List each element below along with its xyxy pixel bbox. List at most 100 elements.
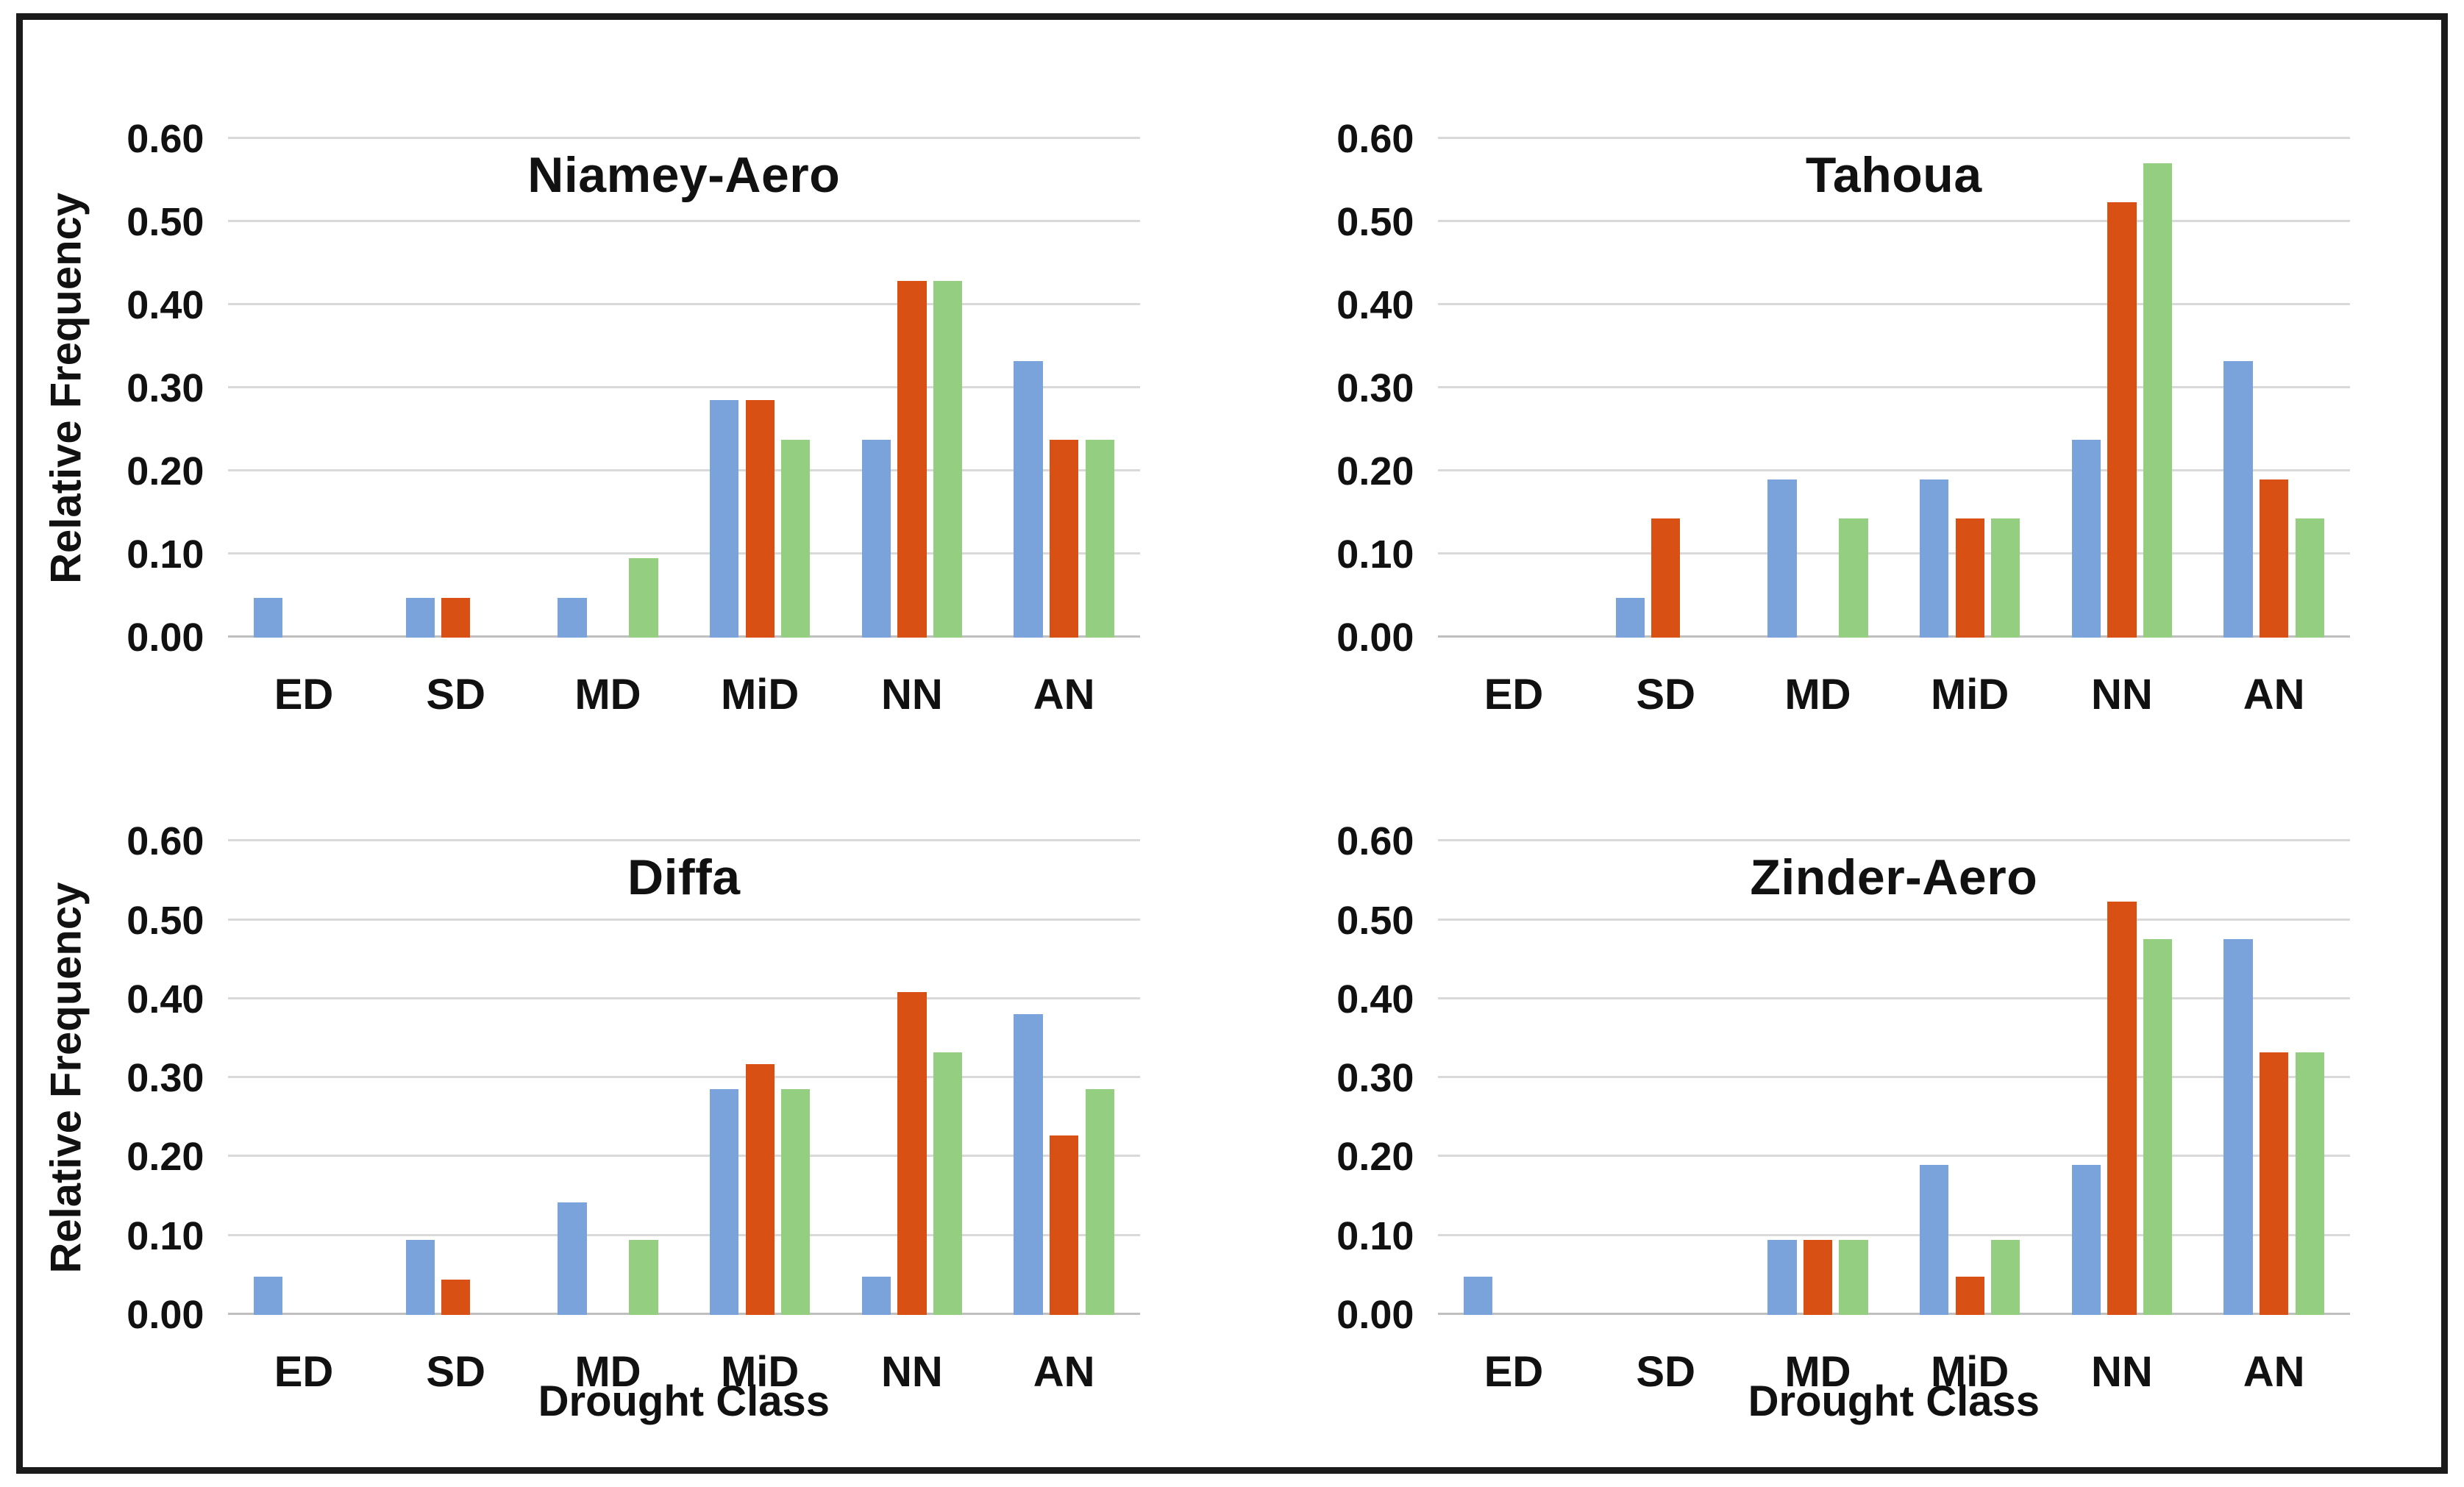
y-tick-label: 0.30	[127, 365, 204, 410]
gridline	[1437, 918, 2350, 921]
gridline	[1437, 1076, 2350, 1079]
y-tick-label: 0.00	[1336, 1292, 1414, 1337]
gridline	[1437, 996, 2350, 999]
bar-blue-an	[2223, 360, 2253, 638]
chart-title: Zinder-Aero	[1750, 849, 2038, 906]
bar-blue-mid	[709, 399, 739, 638]
gridline	[1437, 302, 2350, 305]
gridline	[1437, 1233, 2350, 1236]
bar-group-nn	[2046, 841, 2198, 1315]
y-tick-label: 0.60	[1336, 819, 1414, 864]
gridline	[227, 996, 1140, 999]
bar-orange-nn	[897, 992, 927, 1315]
bar-green-mid	[781, 1089, 811, 1315]
chart-panel-zinder-aero: Zinder-Aero 0.60 0.50 0.40 0.30 0.20 0.10 0.00…	[1232, 744, 2442, 1465]
bar-group-nn	[2046, 139, 2198, 638]
bar-green-mid	[1991, 518, 2020, 638]
bar-orange-mid	[745, 1063, 775, 1315]
gridline	[1437, 136, 2350, 139]
x-tick-label: MD	[574, 1347, 641, 1396]
bar-blue-an	[1014, 360, 1043, 638]
y-tick-label: 0.10	[1336, 532, 1414, 577]
bar-green-nn	[2143, 939, 2173, 1315]
bar-blue-nn	[861, 439, 891, 638]
bar-orange-mid	[745, 399, 775, 638]
bar-blue-md	[558, 1202, 587, 1315]
bar-blue-mid	[1919, 479, 1949, 638]
y-tick-label: 0.60	[127, 819, 204, 864]
gridline	[227, 468, 1140, 471]
bar-orange-an	[1049, 1135, 1079, 1315]
bar-orange-sd	[1651, 518, 1681, 638]
y-tick-label: 0.50	[127, 898, 204, 943]
bar-group-nn	[836, 139, 989, 638]
bar-blue-nn	[2071, 439, 2101, 638]
bar-blue-md	[1767, 1240, 1797, 1315]
x-tick-label: SD	[426, 670, 485, 718]
bars-layer	[1438, 139, 2350, 638]
y-tick-label: 0.20	[1336, 1135, 1414, 1180]
bar-blue-mid	[1919, 1165, 1949, 1315]
chart-title: Diffa	[627, 849, 741, 906]
x-tick-label: SD	[1636, 1347, 1695, 1396]
bar-orange-mid	[1955, 1277, 1984, 1315]
bar-group-an	[988, 841, 1140, 1315]
bar-blue-ed	[1463, 1277, 1493, 1315]
bar-green-md	[629, 558, 658, 638]
gridline	[1437, 1312, 2350, 1315]
bar-blue-mid	[709, 1089, 739, 1315]
bar-group-md	[1742, 841, 1894, 1315]
x-tick-label: MiD	[1930, 670, 2009, 718]
bars-layer	[228, 139, 1140, 638]
y-tick-label: 0.20	[1336, 449, 1414, 493]
bar-group-mid	[684, 841, 836, 1315]
chart-panel-tahoua: Tahoua 0.60 0.50 0.40 0.30 0.20 0.10 0.00 ED SD M…	[1232, 22, 2442, 744]
gridline	[1437, 385, 2350, 388]
bar-orange-nn	[2107, 202, 2137, 638]
bar-group-sd	[1589, 139, 1742, 638]
bar-green-nn	[2143, 163, 2173, 638]
bar-group-mid	[1894, 841, 2046, 1315]
x-tick-label: SD	[426, 1347, 485, 1396]
y-tick-label: 0.40	[1336, 282, 1414, 327]
bar-orange-sd	[441, 1279, 471, 1315]
gridline	[227, 839, 1140, 842]
chart-panel-diffa: Relative Frequency Diffa 0.60 0.50 0.40 0.3…	[22, 744, 1232, 1465]
gridline	[227, 635, 1140, 638]
bar-group-ed	[1438, 841, 1590, 1315]
bar-group-an	[988, 139, 1140, 638]
bar-green-md	[1839, 1240, 1868, 1315]
chart-panel-niamey-aero: Relative Frequency Niamey-Aero 0.60 0.50 0…	[22, 22, 1232, 744]
bar-green-mid	[781, 439, 811, 638]
bar-group-an	[2198, 841, 2350, 1315]
bar-blue-an	[2223, 939, 2253, 1315]
chart-title: Niamey-Aero	[527, 147, 841, 204]
gridline	[1437, 219, 2350, 222]
gridline	[227, 918, 1140, 921]
bar-orange-an	[2259, 1052, 2289, 1315]
x-tick-label: MiD	[720, 1347, 800, 1396]
bar-group-ed	[228, 139, 380, 638]
y-tick-label: 0.30	[1336, 365, 1414, 410]
plot-area: Zinder-Aero 0.60 0.50 0.40 0.30 0.20 0.10 0.00…	[1336, 819, 2350, 1396]
x-tick-label: NN	[2090, 670, 2153, 718]
bar-orange-nn	[897, 281, 927, 638]
x-tick-label: MD	[1784, 1347, 1851, 1396]
bar-green-an	[2295, 518, 2324, 638]
bar-group-sd	[380, 841, 532, 1315]
y-axis-title	[1249, 841, 1303, 1315]
x-tick-label: ED	[274, 670, 334, 718]
bar-group-an	[2198, 139, 2350, 638]
y-axis-title	[1249, 139, 1303, 638]
bar-orange-an	[1049, 439, 1079, 638]
x-tick-label: ED	[1484, 670, 1544, 718]
bar-green-an	[2295, 1052, 2324, 1315]
x-axis-title: Drought Class	[538, 1377, 830, 1426]
bar-blue-sd	[1615, 597, 1645, 638]
bar-orange-nn	[2107, 901, 2137, 1315]
bar-blue-sd	[405, 1240, 435, 1315]
bar-orange-an	[2259, 479, 2289, 638]
y-tick-label: 0.10	[127, 532, 204, 577]
x-tick-label: MD	[574, 670, 641, 718]
